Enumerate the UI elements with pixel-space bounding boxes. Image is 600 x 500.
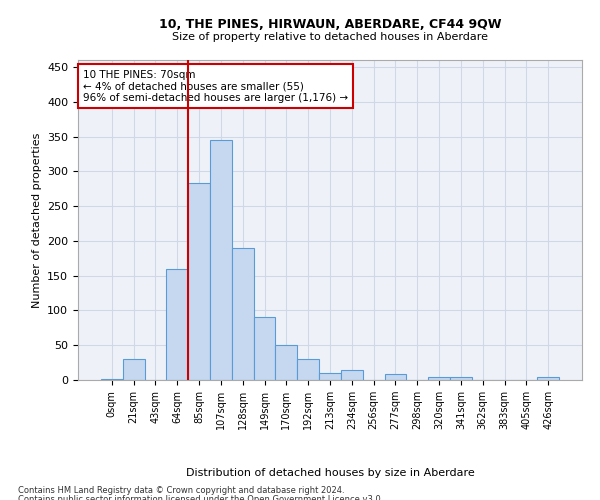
Bar	[341, 370, 363, 380]
Bar	[123, 359, 145, 380]
Bar	[537, 376, 559, 380]
Text: 10 THE PINES: 70sqm
← 4% of detached houses are smaller (55)
96% of semi-detache: 10 THE PINES: 70sqm ← 4% of detached hou…	[83, 70, 348, 103]
Bar	[297, 359, 319, 380]
Y-axis label: Number of detached properties: Number of detached properties	[32, 132, 41, 308]
Text: Distribution of detached houses by size in Aberdare: Distribution of detached houses by size …	[185, 468, 475, 477]
Bar	[254, 318, 275, 380]
Bar	[275, 345, 297, 380]
Bar	[428, 376, 450, 380]
Bar	[101, 378, 123, 380]
Bar	[450, 376, 472, 380]
Bar	[385, 374, 406, 380]
Bar	[232, 248, 254, 380]
Bar	[188, 183, 210, 380]
Text: Size of property relative to detached houses in Aberdare: Size of property relative to detached ho…	[172, 32, 488, 42]
Text: Contains public sector information licensed under the Open Government Licence v3: Contains public sector information licen…	[18, 495, 383, 500]
Bar	[319, 373, 341, 380]
Text: Contains HM Land Registry data © Crown copyright and database right 2024.: Contains HM Land Registry data © Crown c…	[18, 486, 344, 495]
Bar	[166, 268, 188, 380]
Text: 10, THE PINES, HIRWAUN, ABERDARE, CF44 9QW: 10, THE PINES, HIRWAUN, ABERDARE, CF44 9…	[159, 18, 501, 30]
Bar	[210, 140, 232, 380]
